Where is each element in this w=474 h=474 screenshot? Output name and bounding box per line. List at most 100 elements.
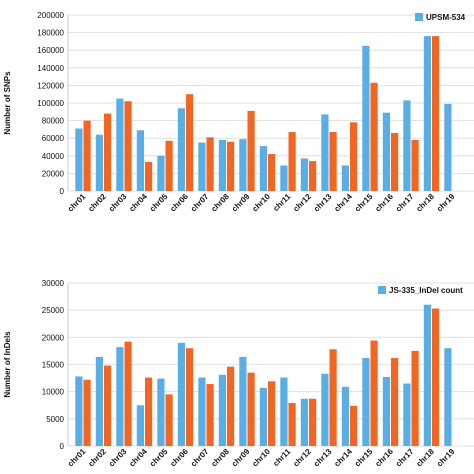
bar-chr12-series1 xyxy=(300,398,308,446)
bar-chr14-series1 xyxy=(341,386,349,446)
y-tick-label: 20000 xyxy=(42,333,65,342)
bar-chr06-series2 xyxy=(186,348,194,446)
bar-chr07-series1 xyxy=(198,377,206,446)
y-tick-label: 5000 xyxy=(46,415,64,424)
bar-chr10-series1 xyxy=(259,387,267,446)
bar-chr03-series2 xyxy=(124,341,132,446)
x-tick-label: chr13 xyxy=(312,447,334,469)
x-tick-label: chr11 xyxy=(271,447,293,469)
bar-chr09-series2 xyxy=(247,372,255,446)
x-tick-label: chr06 xyxy=(168,447,190,469)
x-tick-label: chr13 xyxy=(312,192,334,214)
bar-chr19-series1 xyxy=(444,103,452,191)
x-tick-label: chr08 xyxy=(209,192,231,214)
x-tick-label: chr19 xyxy=(435,447,457,469)
bar-chr09-series1 xyxy=(239,139,247,191)
x-tick-label: chr01 xyxy=(66,447,88,469)
bar-chr12-series2 xyxy=(309,161,317,191)
y-tick-label: 60000 xyxy=(42,134,65,143)
legend-swatch xyxy=(378,286,386,294)
bar-chr17-series1 xyxy=(403,100,411,191)
x-tick-label: chr12 xyxy=(291,192,313,214)
x-tick-label: chr07 xyxy=(189,447,211,469)
y-tick-label: 180000 xyxy=(37,29,64,38)
bar-chr10-series1 xyxy=(259,146,267,191)
x-tick-label: chr16 xyxy=(373,192,395,214)
x-tick-label: chr06 xyxy=(168,192,190,214)
bar-chr17-series1 xyxy=(403,383,411,446)
bar-chr15-series1 xyxy=(362,45,370,191)
bar-chr18-series1 xyxy=(423,36,431,192)
x-tick-label: chr01 xyxy=(66,192,88,214)
bar-chr04-series1 xyxy=(136,405,144,446)
bar-chr17-series2 xyxy=(411,139,419,191)
x-tick-label: chr19 xyxy=(435,192,457,214)
y-tick-label: 15000 xyxy=(42,361,65,370)
x-tick-label: chr03 xyxy=(107,447,129,469)
bar-chr02-series1 xyxy=(95,134,103,191)
x-tick-label: chr05 xyxy=(148,192,170,214)
legend-label: JS-335_InDel count xyxy=(389,286,463,295)
bar-chr16-series2 xyxy=(391,132,399,191)
x-tick-label: chr18 xyxy=(414,192,436,214)
y-tick-label: 25000 xyxy=(42,306,65,315)
bar-chr02-series2 xyxy=(104,365,112,446)
y-tick-label: 20000 xyxy=(42,169,65,178)
y-tick-label: 0 xyxy=(60,442,65,451)
bar-chr16-series1 xyxy=(382,112,390,191)
bar-chr01-series2 xyxy=(83,379,91,446)
bar-chr13-series1 xyxy=(321,373,329,446)
y-tick-label: 10000 xyxy=(42,388,65,397)
bar-chr15-series1 xyxy=(362,357,370,446)
bar-chr02-series1 xyxy=(95,356,103,446)
x-tick-label: chr09 xyxy=(230,447,252,469)
y-axis-title: Number of SNPs xyxy=(3,71,12,135)
legend-label: UPSM-534 xyxy=(426,13,466,22)
bar-chr10-series2 xyxy=(268,381,276,446)
x-tick-label: chr15 xyxy=(353,192,375,214)
x-tick-label: chr02 xyxy=(86,192,108,214)
bar-chr05-series1 xyxy=(157,155,165,191)
x-tick-label: chr09 xyxy=(230,192,252,214)
bar-chr14-series2 xyxy=(350,405,358,446)
bar-chr02-series2 xyxy=(104,113,112,191)
bar-chr11-series2 xyxy=(288,132,296,191)
x-tick-label: chr10 xyxy=(250,192,272,214)
x-tick-label: chr12 xyxy=(291,447,313,469)
bar-chr18-series2 xyxy=(432,36,440,192)
bar-chr01-series1 xyxy=(75,376,83,446)
bar-chr03-series1 xyxy=(116,98,124,191)
y-axis-title: Number of InDels xyxy=(3,331,12,398)
y-tick-label: 30000 xyxy=(42,279,65,288)
y-tick-label: 0 xyxy=(60,187,65,196)
bar-chr12-series2 xyxy=(309,398,317,446)
bar-chr15-series2 xyxy=(370,340,378,446)
y-tick-label: 80000 xyxy=(42,117,65,126)
bar-chr11-series2 xyxy=(288,403,296,446)
bar-chr08-series2 xyxy=(227,141,235,191)
bar-chr06-series1 xyxy=(177,108,185,191)
y-tick-label: 100000 xyxy=(37,99,64,108)
bar-chr07-series2 xyxy=(206,384,214,446)
bar-chr09-series2 xyxy=(247,110,255,191)
bar-chr05-series2 xyxy=(165,140,173,191)
y-tick-label: 140000 xyxy=(37,64,64,73)
bar-chr03-series1 xyxy=(116,347,124,446)
x-tick-label: chr11 xyxy=(271,192,293,214)
x-tick-label: chr18 xyxy=(414,447,436,469)
bar-chr13-series2 xyxy=(329,132,337,191)
x-tick-label: chr04 xyxy=(127,447,149,469)
y-tick-label: 120000 xyxy=(37,81,64,90)
snp-chart: 0 20000 40000 60000 80000 100000 120000 140000 1… xyxy=(3,11,474,214)
x-tick-label: chr14 xyxy=(332,192,354,214)
bar-chr03-series2 xyxy=(124,101,132,191)
bar-chr06-series2 xyxy=(186,94,194,191)
bar-chr07-series2 xyxy=(206,137,214,191)
x-tick-label: chr17 xyxy=(394,447,416,469)
y-tick-label: 40000 xyxy=(42,152,65,161)
bar-chr12-series1 xyxy=(300,158,308,191)
x-tick-label: chr14 xyxy=(332,447,354,469)
bar-chr04-series2 xyxy=(145,161,153,191)
bar-chr14-series2 xyxy=(350,122,358,191)
x-tick-label: chr03 xyxy=(107,192,129,214)
